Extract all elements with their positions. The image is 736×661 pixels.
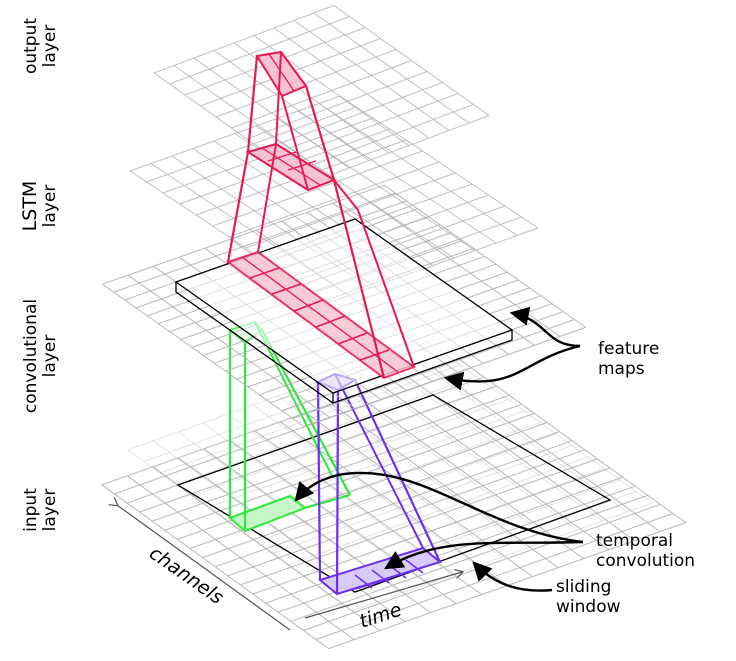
feature-maps-arrows xyxy=(443,306,581,391)
grid-line xyxy=(175,376,477,485)
window-label: window xyxy=(556,597,621,617)
grid-line xyxy=(297,110,497,244)
grid-line xyxy=(215,49,397,118)
svg-text:layer: layer xyxy=(40,335,60,378)
grid-line xyxy=(178,457,406,623)
grid-line xyxy=(433,367,661,533)
grid-line xyxy=(102,283,305,427)
grid-line xyxy=(351,502,653,612)
grid-line xyxy=(331,403,559,569)
temporal-convolution-arrows xyxy=(294,471,584,570)
input-layer-label: input layer xyxy=(21,488,60,532)
convolution-label: convolution xyxy=(596,551,695,571)
grid-line xyxy=(254,430,482,596)
green-convolution-prism xyxy=(228,320,351,533)
time-axis xyxy=(304,572,462,619)
grid-line xyxy=(207,399,509,508)
feature-maps-label-2: maps xyxy=(598,359,645,379)
grid-line xyxy=(356,394,584,560)
grid-line xyxy=(305,412,533,578)
grid-line xyxy=(127,274,330,418)
grid-line xyxy=(262,82,443,151)
grid-line xyxy=(293,104,474,173)
lstm-layer-label: LSTM layer xyxy=(19,181,60,232)
grid-line xyxy=(458,358,686,524)
svg-text:LSTM: LSTM xyxy=(19,181,41,232)
temporal-label: temporal xyxy=(596,531,673,551)
svg-text:layer: layer xyxy=(40,25,60,68)
grid-line xyxy=(333,5,490,116)
grid-line xyxy=(292,319,575,419)
svg-text:input: input xyxy=(21,488,41,532)
grid-line xyxy=(102,184,385,285)
grid-line xyxy=(152,466,380,632)
grid-line xyxy=(318,103,518,236)
grid-line xyxy=(153,5,335,74)
red-recurrent-prism xyxy=(225,50,417,380)
grid-line xyxy=(191,387,493,497)
svg-text:output: output xyxy=(21,18,41,74)
grid-line xyxy=(293,20,450,131)
conv-feature-slab xyxy=(174,218,514,404)
input-layer-outline xyxy=(176,394,612,593)
svg-text:layer: layer xyxy=(40,185,60,228)
grid-line xyxy=(113,192,396,293)
grid-line xyxy=(127,475,355,641)
svg-text:convolutional: convolutional xyxy=(21,299,41,413)
svg-text:layer: layer xyxy=(40,489,60,532)
convolutional-layer-label: convolutional layer xyxy=(21,299,60,413)
grid-line xyxy=(313,12,470,124)
grid-line xyxy=(203,448,431,614)
sliding-label: sliding xyxy=(556,577,611,597)
grid-line xyxy=(427,341,653,504)
grid-line xyxy=(383,184,586,328)
grid-line xyxy=(271,445,573,554)
grid-line xyxy=(382,385,610,551)
grid-line xyxy=(213,50,370,161)
feature-maps-label: feature xyxy=(598,339,659,359)
grid-line xyxy=(169,16,350,85)
channels-axis xyxy=(117,505,291,631)
grid-line xyxy=(339,95,539,229)
grid-line xyxy=(276,118,476,251)
output-layer-label: output layer xyxy=(21,18,60,74)
grid-line xyxy=(231,60,412,129)
time-axis-label: time xyxy=(357,599,405,633)
grid-line xyxy=(255,125,455,259)
grid-line xyxy=(407,376,635,542)
grid-line xyxy=(273,27,430,139)
grid-line xyxy=(308,115,490,184)
grid-line xyxy=(229,439,457,605)
sliding-window-arrow xyxy=(472,561,553,592)
grid-line xyxy=(101,484,329,650)
grid-line xyxy=(277,93,459,162)
grid-line xyxy=(402,350,628,513)
